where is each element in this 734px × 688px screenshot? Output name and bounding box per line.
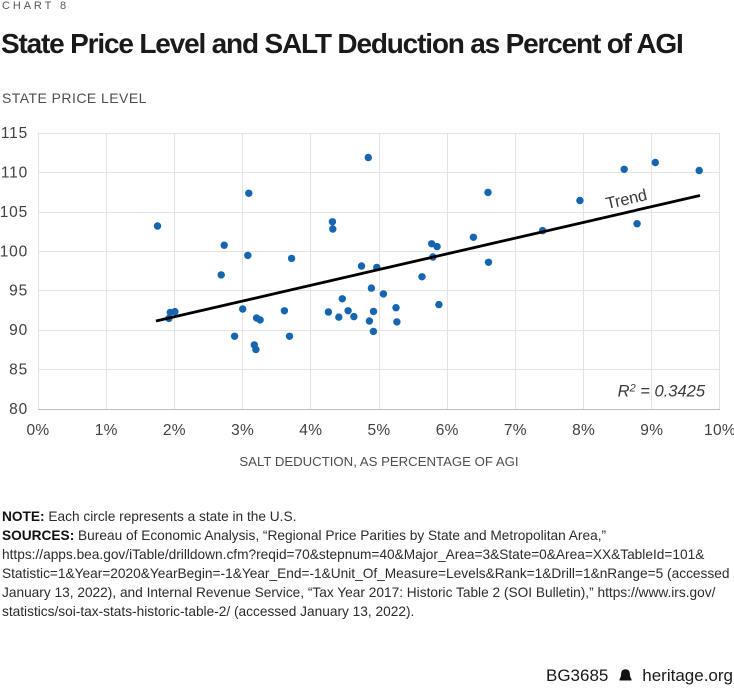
svg-text:8%: 8%	[572, 422, 595, 439]
svg-text:110: 110	[1, 164, 28, 181]
svg-text:100: 100	[0, 243, 28, 260]
svg-text:85: 85	[9, 362, 28, 379]
svg-text:R2 = 0.3425: R2 = 0.3425	[618, 383, 706, 401]
svg-text:10%: 10%	[704, 422, 734, 439]
svg-text:1%: 1%	[95, 422, 118, 439]
svg-text:90: 90	[9, 322, 28, 339]
svg-text:4%: 4%	[299, 422, 322, 439]
svg-text:0%: 0%	[26, 422, 49, 439]
svg-text:6%: 6%	[436, 422, 459, 439]
svg-text:95: 95	[9, 283, 28, 300]
svg-text:3%: 3%	[231, 422, 254, 439]
svg-text:5%: 5%	[367, 422, 390, 439]
svg-text:SALT DEDUCTION, AS PERCENTAGE: SALT DEDUCTION, AS PERCENTAGE OF AGI	[239, 454, 518, 469]
svg-text:115: 115	[1, 125, 28, 142]
svg-text:2%: 2%	[163, 422, 186, 439]
svg-text:7%: 7%	[504, 422, 527, 439]
svg-text:9%: 9%	[640, 422, 663, 439]
svg-text:80: 80	[9, 401, 28, 418]
svg-text:105: 105	[0, 204, 28, 221]
